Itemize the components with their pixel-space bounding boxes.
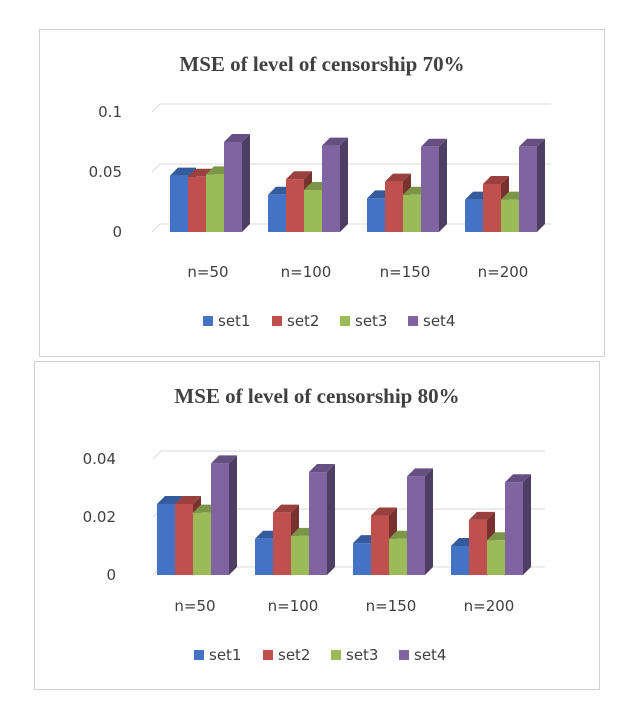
- y-tick-label: 0.04: [83, 450, 116, 468]
- bar-side: [327, 464, 335, 575]
- legend-label: set2: [287, 312, 319, 330]
- bar-set3: [193, 512, 211, 575]
- y-tick-label: 0.02: [83, 508, 116, 526]
- legend-label: set1: [209, 646, 241, 664]
- bar-set2: [286, 179, 304, 232]
- bar-top: [273, 504, 299, 513]
- bar-set4: [211, 463, 229, 575]
- bar-set4: [505, 482, 523, 575]
- legend-swatch: [331, 650, 341, 660]
- bar-side: [242, 134, 250, 232]
- bar-top: [519, 138, 545, 147]
- x-category-label: n=50: [187, 263, 228, 281]
- mse-80-chart: MSE of level of censorship 80% 0 0.02 0.04…: [83, 384, 545, 664]
- grid-connector: [151, 163, 161, 173]
- y-tick-label: 0.1: [98, 103, 122, 121]
- bar-set4: [407, 476, 425, 575]
- bar-top: [175, 495, 201, 504]
- x-category-label: n=100: [268, 597, 319, 615]
- bar-set2: [371, 515, 389, 575]
- bar-set4: [519, 146, 537, 232]
- legend-label: set3: [355, 312, 387, 330]
- bar-set1: [465, 199, 483, 232]
- bar-set4: [322, 145, 340, 232]
- bar-side: [439, 138, 447, 232]
- bar-set2: [175, 503, 193, 575]
- bar-set1: [255, 538, 273, 575]
- bar-set3: [403, 194, 421, 232]
- legend-swatch: [399, 650, 409, 660]
- bar-set4: [224, 142, 242, 232]
- x-category-label: n=150: [366, 597, 417, 615]
- bar-set3: [304, 190, 322, 232]
- bar-set3: [291, 535, 309, 575]
- bar-top: [385, 173, 411, 182]
- bar-side: [340, 137, 348, 232]
- legend-label: set4: [414, 646, 446, 664]
- x-category-label: n=100: [281, 263, 332, 281]
- legend-label: set1: [218, 312, 250, 330]
- bar-side: [523, 474, 531, 575]
- bar-set3: [501, 199, 519, 232]
- bar-top: [469, 511, 495, 520]
- x-category-label: n=150: [380, 263, 431, 281]
- mse-70-chart: MSE of level of censorship 70% 0 0.05 0.1 n…: [89, 52, 551, 330]
- bar-top: [421, 138, 447, 147]
- legend-swatch: [408, 316, 418, 326]
- legend-swatch: [340, 316, 350, 326]
- bar-set2: [469, 519, 487, 575]
- chart-panel-80: MSE of level of censorship 80% 0 0.02 0.04…: [34, 361, 600, 690]
- bar-side: [425, 468, 433, 575]
- bar-top: [371, 507, 397, 516]
- bar-set1: [367, 198, 385, 232]
- bar-top: [157, 495, 183, 504]
- bar-side: [537, 138, 545, 232]
- bar-top: [286, 171, 312, 180]
- x-category-label: n=200: [478, 263, 529, 281]
- bar-set1: [353, 543, 371, 575]
- x-category-label: n=200: [464, 597, 515, 615]
- grid-connector: [151, 223, 161, 233]
- grid-connector: [152, 450, 162, 460]
- bar-top: [483, 176, 509, 184]
- legend-label: set3: [346, 646, 378, 664]
- bar-set2: [385, 181, 403, 232]
- y-tick-label: 0: [112, 223, 122, 241]
- bar-top: [505, 474, 531, 483]
- y-tick-label: 0.05: [89, 163, 122, 181]
- bar-top: [170, 167, 196, 176]
- bar-set2: [188, 176, 206, 232]
- bar-set2: [273, 512, 291, 575]
- bar-top: [309, 464, 335, 473]
- chart-panel-70: MSE of level of censorship 70% 0 0.05 0.1 n…: [39, 29, 605, 357]
- bar-set1: [268, 194, 286, 232]
- x-category-label: n=50: [174, 597, 215, 615]
- bar-top: [407, 468, 433, 477]
- legend-label: set4: [423, 312, 455, 330]
- bar-set1: [451, 546, 469, 575]
- bar-top: [224, 134, 250, 142]
- legend-swatch: [272, 316, 282, 326]
- bar-set1: [157, 503, 175, 575]
- bar-set3: [487, 540, 505, 575]
- bar-top: [322, 137, 348, 146]
- bar-side: [229, 455, 237, 575]
- bar-set3: [389, 538, 407, 575]
- bar-set3: [206, 174, 224, 232]
- chart-title: MSE of level of censorship 70%: [179, 52, 464, 76]
- bar-top: [211, 455, 237, 464]
- bar-set1: [170, 175, 188, 232]
- y-tick-label: 0: [106, 566, 116, 584]
- legend-swatch: [194, 650, 204, 660]
- chart-title: MSE of level of censorship 80%: [174, 384, 459, 408]
- legend-swatch: [263, 650, 273, 660]
- bar-set2: [483, 184, 501, 232]
- bar-set4: [309, 472, 327, 575]
- bar-set4: [421, 146, 439, 232]
- legend-label: set2: [278, 646, 310, 664]
- legend-swatch: [203, 316, 213, 326]
- grid-connector: [151, 103, 161, 113]
